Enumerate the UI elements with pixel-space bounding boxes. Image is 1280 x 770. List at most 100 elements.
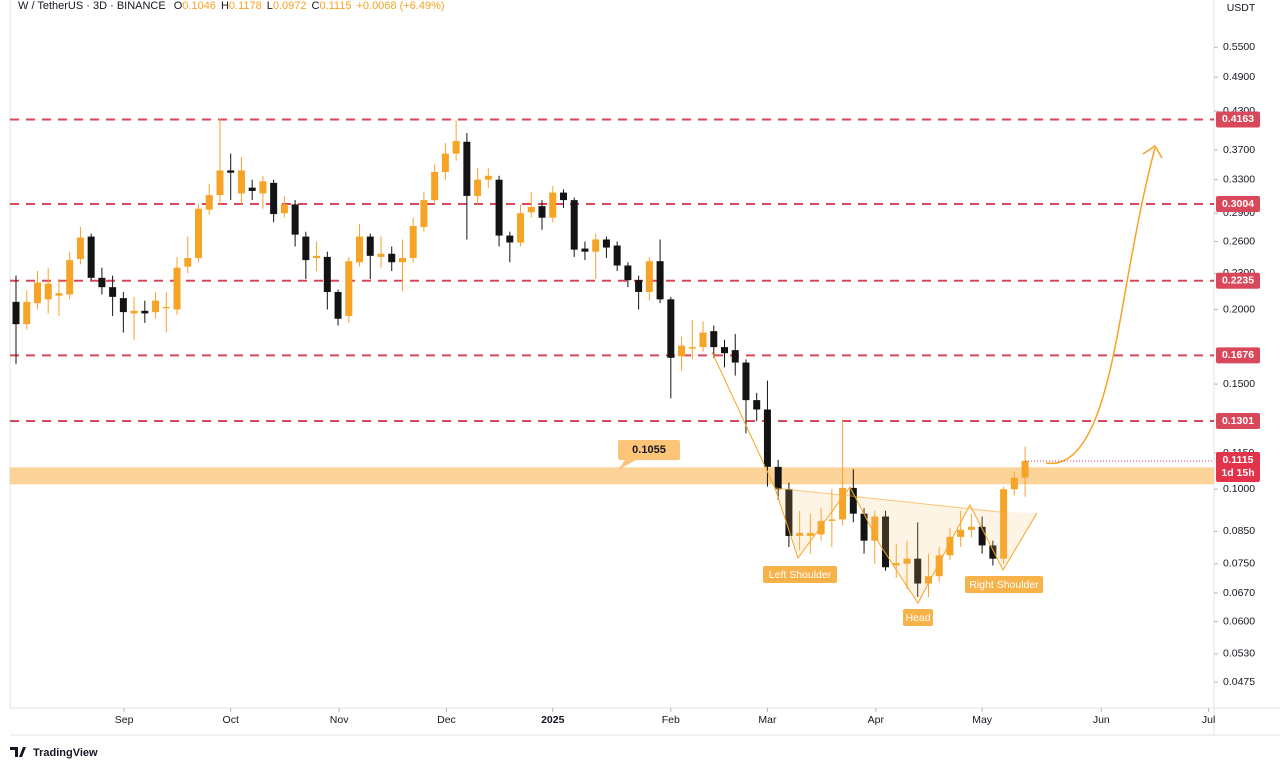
ohlc-label: L bbox=[267, 0, 273, 12]
candle-body bbox=[366, 236, 374, 256]
candle-body bbox=[806, 532, 814, 536]
candle-body bbox=[1021, 460, 1029, 478]
x-tick-label: Nov bbox=[330, 714, 349, 726]
y-tick-label: 0.0750 bbox=[1223, 558, 1255, 570]
price-label-box bbox=[1216, 451, 1260, 482]
annotation-box bbox=[903, 609, 933, 626]
candle-body bbox=[817, 520, 825, 535]
candle-body bbox=[98, 277, 106, 288]
candle-body bbox=[109, 287, 117, 297]
candle-body bbox=[495, 179, 503, 236]
y-tick-label: 0.0475 bbox=[1223, 676, 1255, 688]
candle-body bbox=[184, 257, 192, 267]
candle-body bbox=[967, 526, 975, 530]
candle-body bbox=[1010, 477, 1018, 490]
candle-body bbox=[688, 347, 696, 349]
neckline bbox=[774, 487, 1001, 513]
candle-body bbox=[624, 265, 632, 281]
candles bbox=[12, 118, 1029, 597]
candle-body bbox=[731, 350, 739, 363]
x-tick-label: Dec bbox=[437, 714, 456, 726]
y-tick-label: 0.3700 bbox=[1223, 144, 1255, 156]
pattern-fill bbox=[775, 487, 1037, 603]
candle-body bbox=[903, 558, 911, 564]
candle-body bbox=[119, 298, 127, 313]
candle-body bbox=[248, 187, 256, 191]
candle-body bbox=[860, 513, 868, 541]
candle-body bbox=[431, 171, 439, 201]
y-tick-label: 0.4900 bbox=[1223, 71, 1255, 83]
candle-body bbox=[914, 558, 922, 584]
candle-body bbox=[152, 300, 160, 313]
header: W / TetherUS · 3D · BINANCE O0.1046 H0.117… bbox=[18, 0, 445, 12]
candle-body bbox=[828, 519, 836, 521]
candle-body bbox=[720, 347, 728, 354]
candle-body bbox=[935, 555, 943, 577]
annotation-box bbox=[763, 566, 837, 583]
candle-body bbox=[130, 310, 138, 314]
candle-body bbox=[452, 141, 460, 154]
candle-body bbox=[570, 200, 578, 250]
candle-body bbox=[989, 545, 997, 559]
candle-body bbox=[302, 236, 310, 261]
candle-body bbox=[549, 192, 557, 218]
candle-body bbox=[44, 283, 52, 300]
x-tick-label: Oct bbox=[223, 714, 239, 726]
candle-body bbox=[517, 213, 525, 243]
brand-name: TradingView bbox=[33, 747, 98, 759]
candle-body bbox=[33, 282, 41, 304]
level-label: 0.1301 bbox=[1222, 415, 1254, 427]
candle-body bbox=[742, 362, 750, 401]
y-tick-label: 0.1500 bbox=[1223, 378, 1255, 390]
y-tick-label: 0.0530 bbox=[1223, 648, 1255, 660]
candle-body bbox=[774, 466, 782, 490]
x-tick-label: 2025 bbox=[541, 714, 565, 726]
x-tick-label: Jul bbox=[1202, 714, 1215, 726]
candle-body bbox=[87, 236, 95, 278]
candle-body bbox=[259, 181, 267, 194]
annotation: Head bbox=[905, 612, 930, 624]
level-label: 0.2235 bbox=[1222, 274, 1254, 286]
pattern-line bbox=[711, 351, 1038, 604]
x-tick-label: Feb bbox=[662, 714, 680, 726]
support-label: 0.1055 bbox=[632, 444, 666, 456]
candle-body bbox=[785, 489, 793, 536]
candle-body bbox=[957, 529, 965, 537]
candle-body bbox=[141, 310, 149, 314]
candle-body bbox=[667, 299, 675, 358]
candle-body bbox=[753, 400, 761, 410]
back-layer: 0.55000.49000.43000.37000.33000.29000.26… bbox=[10, 41, 1255, 726]
y-tick-label: 0.5500 bbox=[1223, 41, 1255, 53]
ohlc-value: 0.0972 bbox=[273, 0, 307, 12]
y-axis-label: USDT bbox=[1227, 2, 1256, 14]
ohlc-value: 0.1178 bbox=[229, 0, 262, 12]
candle-body bbox=[484, 175, 492, 180]
candle-body bbox=[796, 532, 804, 536]
candle-body bbox=[237, 170, 245, 194]
candle-body bbox=[398, 257, 406, 263]
candle-body bbox=[849, 487, 857, 514]
candle-body bbox=[559, 192, 567, 201]
candle-body bbox=[173, 267, 181, 310]
ohlc-value: 0.1115 bbox=[319, 0, 351, 12]
candle-body bbox=[699, 332, 707, 348]
x-tick-label: Jun bbox=[1093, 714, 1110, 726]
candle-body bbox=[388, 253, 396, 263]
candle-body bbox=[377, 253, 385, 257]
candle-body bbox=[645, 261, 653, 292]
projection-arrow bbox=[1045, 147, 1156, 465]
candle-body bbox=[162, 306, 170, 309]
x-tick-label: Mar bbox=[758, 714, 777, 726]
level-label-box bbox=[1216, 412, 1260, 429]
candle-body bbox=[581, 248, 589, 252]
level-label: 0.3004 bbox=[1222, 198, 1254, 210]
pattern-drawing: Left Shoulder Head Right Shoulder bbox=[711, 144, 1163, 626]
y-tick-label: 0.2000 bbox=[1223, 303, 1255, 315]
level-label: 0.4163 bbox=[1222, 113, 1254, 125]
candle-body bbox=[227, 170, 235, 173]
candle-body bbox=[441, 153, 449, 172]
ohlc-label: O bbox=[174, 0, 183, 12]
candle-body bbox=[763, 409, 771, 467]
